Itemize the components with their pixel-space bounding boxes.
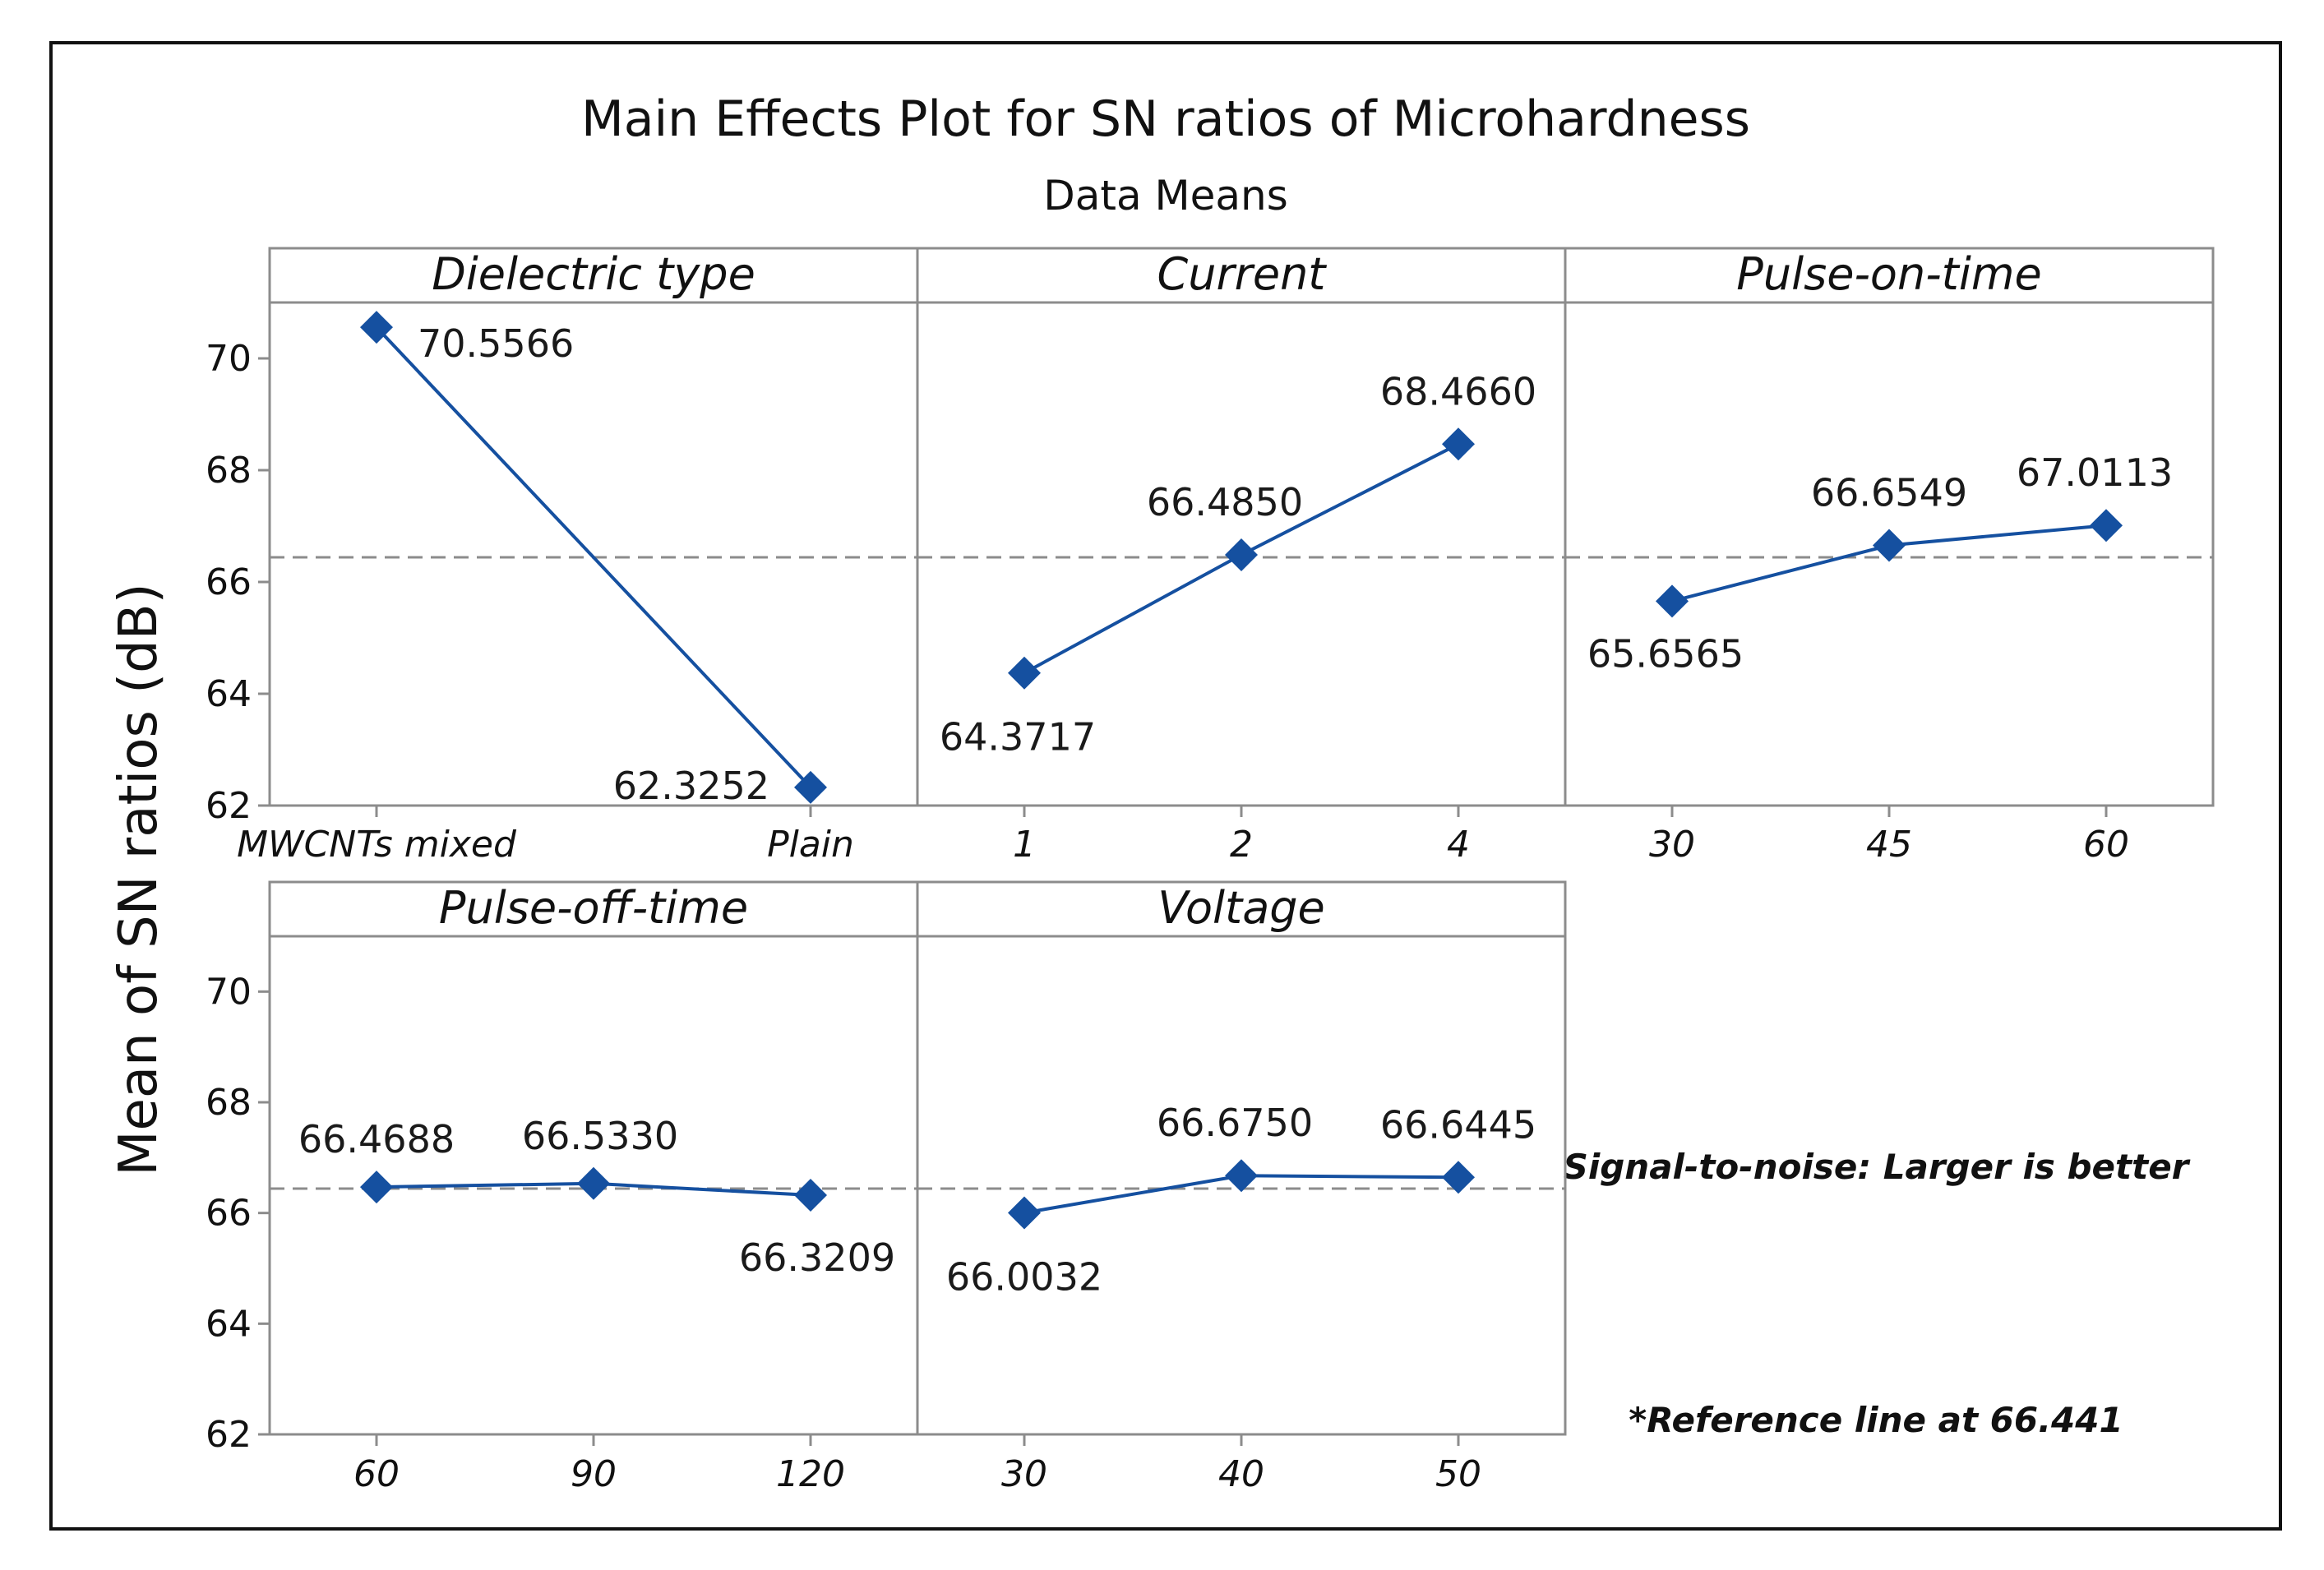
- x-tick-label: 60: [353, 1453, 400, 1495]
- y-tick-label: 66: [206, 561, 252, 603]
- x-tick-label: 60: [2083, 824, 2129, 866]
- panel-title: Current: [1157, 248, 1328, 300]
- x-tick-label: 30: [1649, 824, 1695, 866]
- y-tick-label: 64: [206, 673, 252, 715]
- y-tick-label: 62: [206, 1414, 252, 1456]
- data-point: [360, 1171, 393, 1204]
- panel-pulse-off-time: Pulse-off-time 60 90 120 66.4688 66.5330 66.32…: [268, 880, 919, 1495]
- data-label: 66.3209: [739, 1235, 895, 1280]
- chart-title: Main Effects Plot for SN ratios of Micro…: [581, 90, 1750, 148]
- data-point: [1008, 656, 1041, 690]
- note-reference-line: *Reference line at 66.441: [1629, 1400, 2123, 1440]
- y-axis-label: Mean of SN ratios (dB): [109, 583, 169, 1175]
- y-tick-label: 62: [206, 785, 252, 827]
- data-label: 68.4660: [1380, 369, 1536, 413]
- data-point: [1225, 1159, 1258, 1193]
- y-tick-label: 64: [206, 1303, 252, 1345]
- data-point: [2090, 509, 2123, 543]
- panel-voltage: Voltage 30 40 50 66.0032 66.6750 66.6445: [916, 880, 1567, 1495]
- panel-dielectric-type: Dielectric type MWCNTs mixed Plain 70.5566 6…: [237, 247, 919, 866]
- y-tick-label: 68: [206, 1082, 252, 1124]
- data-label: 65.6565: [1587, 631, 1744, 676]
- x-tick-label: 40: [1218, 1453, 1264, 1495]
- chart-subtitle: Data Means: [1043, 172, 1288, 219]
- data-point: [1008, 1196, 1041, 1230]
- series-line: [375, 326, 812, 789]
- y-tick-label: 66: [206, 1193, 252, 1235]
- data-label: 70.5566: [418, 321, 574, 366]
- data-point: [360, 311, 393, 344]
- panel-title: Pulse-on-time: [1736, 248, 2041, 300]
- data-point: [1225, 538, 1258, 572]
- data-label: 64.3717: [940, 715, 1096, 760]
- x-tick-label: Plain: [767, 824, 854, 866]
- data-label: 66.5330: [522, 1114, 678, 1158]
- y-tick-label: 70: [206, 971, 252, 1013]
- data-point: [1656, 584, 1689, 618]
- data-label: 66.6445: [1380, 1102, 1536, 1147]
- data-label: 66.6549: [1811, 470, 1967, 515]
- x-tick-label: 45: [1866, 824, 1912, 866]
- x-tick-label: 120: [776, 1453, 845, 1495]
- note-signal-to-noise: Signal-to-noise: Larger is better: [1564, 1147, 2191, 1187]
- panel-title: Dielectric type: [432, 248, 755, 300]
- data-label: 62.3252: [613, 764, 769, 808]
- data-point: [794, 1179, 827, 1212]
- data-label: 66.4688: [298, 1117, 455, 1161]
- x-tick-label: MWCNTs mixed: [237, 824, 517, 866]
- data-point: [577, 1166, 610, 1200]
- figure-frame: [49, 41, 2282, 1531]
- x-tick-label: 2: [1230, 824, 1253, 866]
- data-point: [1873, 529, 1906, 562]
- data-label: 66.6750: [1157, 1101, 1313, 1145]
- data-label: 67.0113: [2017, 450, 2173, 495]
- x-tick-label: 90: [571, 1453, 617, 1495]
- x-tick-label: 4: [1447, 824, 1470, 866]
- panel-title: Voltage: [1157, 882, 1325, 934]
- panel-current: Current 1 2 4 64.3717 66.4850 68.4660: [916, 247, 1567, 866]
- data-point: [794, 770, 827, 804]
- panel-title: Pulse-off-time: [439, 882, 748, 934]
- data-label: 66.4850: [1147, 480, 1303, 524]
- data-label: 66.0032: [946, 1254, 1102, 1299]
- data-point: [1442, 1161, 1475, 1194]
- x-tick-label: 50: [1435, 1453, 1481, 1495]
- x-tick-label: 30: [1001, 1453, 1047, 1495]
- data-point: [1442, 427, 1475, 461]
- y-tick-label: 70: [206, 338, 252, 380]
- panel-pulse-on-time: Pulse-on-time 30 45 60 65.6565 66.6549 67.0113: [1564, 247, 2215, 866]
- x-tick-label: 1: [1013, 824, 1036, 866]
- y-tick-label: 68: [206, 450, 252, 492]
